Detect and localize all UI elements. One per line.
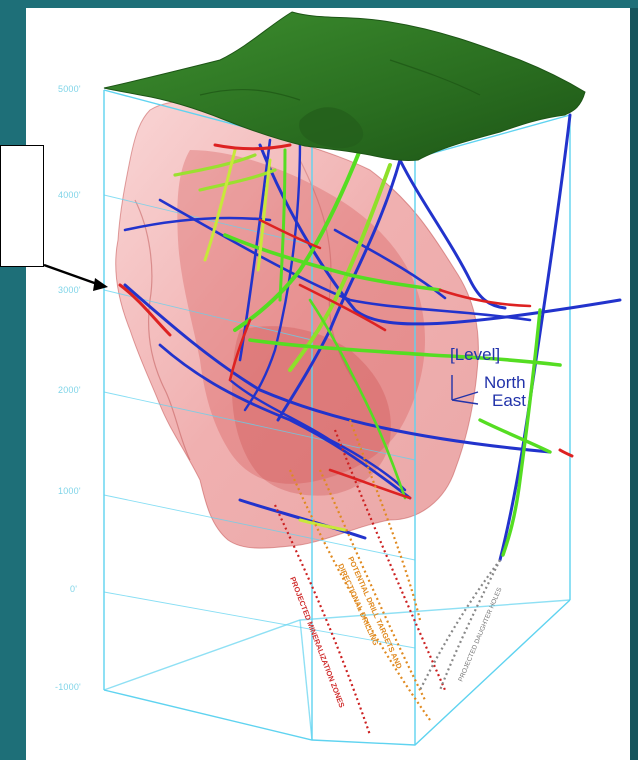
elevation-label-3000: 3000' <box>58 285 81 295</box>
orientation-axes <box>451 375 479 405</box>
orientation-north-label: North <box>484 373 526 392</box>
drillhole-trace <box>478 418 552 454</box>
projected-traces <box>273 419 501 736</box>
potential-target-trace <box>318 469 426 701</box>
gridline-2000 <box>103 391 416 461</box>
drillhole-trace <box>228 378 407 492</box>
drillhole-trace <box>123 283 552 454</box>
box-edge <box>299 619 313 741</box>
drillhole-trace <box>438 288 532 308</box>
drillhole-trace <box>118 283 172 337</box>
drillhole-trace <box>243 138 302 412</box>
elevation-label-2000: 2000' <box>58 385 81 395</box>
drillhole-trace <box>328 468 412 500</box>
daughter-hole-trace <box>438 559 501 691</box>
drillhole-trace <box>248 338 562 367</box>
box-edge <box>103 599 571 746</box>
projected-mineralization-label: PROJECTED MINERALIZATION ZONES <box>288 575 346 708</box>
projected-mineralization-trace <box>273 504 372 736</box>
elevation-label-1000: 1000' <box>58 486 81 496</box>
drillhole-trace <box>258 218 322 250</box>
orientation-east-label: East <box>492 391 526 410</box>
drillhole-trace <box>228 318 252 382</box>
orebody-volume <box>115 100 479 549</box>
drillhole-trace <box>173 153 257 177</box>
axis-north <box>451 391 479 401</box>
orientation-level-label: [Level] <box>450 345 500 364</box>
drillhole-trace <box>223 233 442 292</box>
elevation-label-0: 0' <box>70 584 78 594</box>
drillhole-trace <box>298 283 387 332</box>
drillhole-trace <box>233 148 362 332</box>
gridline-1000 <box>103 494 416 561</box>
drillhole-trace <box>308 298 407 500</box>
callout-box <box>0 145 44 267</box>
gridline-0 <box>103 591 416 649</box>
drillhole-trace <box>203 148 237 262</box>
directional-drilling-trace <box>333 429 447 691</box>
elevation-label-4000: 4000' <box>58 190 81 200</box>
drillhole-trace <box>298 518 347 532</box>
box-edge <box>103 599 571 691</box>
drillhole-trace <box>258 143 622 326</box>
drillhole-trace <box>213 143 292 151</box>
potential-target-trace <box>348 419 422 621</box>
drillhole-trace <box>558 448 574 458</box>
drillhole-trace <box>158 198 532 322</box>
drillhole-trace <box>398 158 507 310</box>
drillhole-trace <box>238 498 367 540</box>
drillhole-trace <box>158 343 412 500</box>
elevation-label-5000: 5000' <box>58 84 81 94</box>
drillhole-trace <box>288 163 392 372</box>
drillhole-trace <box>501 308 542 557</box>
elevation-gridlines <box>103 194 416 649</box>
panel-edge <box>630 8 638 760</box>
topography-surface <box>103 11 586 161</box>
drillhole-trace <box>498 113 572 562</box>
drillholes <box>118 113 622 562</box>
gridline-4000 <box>103 194 313 246</box>
axis-east <box>451 399 479 405</box>
drillhole-trace <box>256 158 272 272</box>
callout-arrow <box>43 263 108 291</box>
drillhole-trace <box>276 158 402 422</box>
elevation-label-minus-1000: -1000' <box>55 682 81 692</box>
